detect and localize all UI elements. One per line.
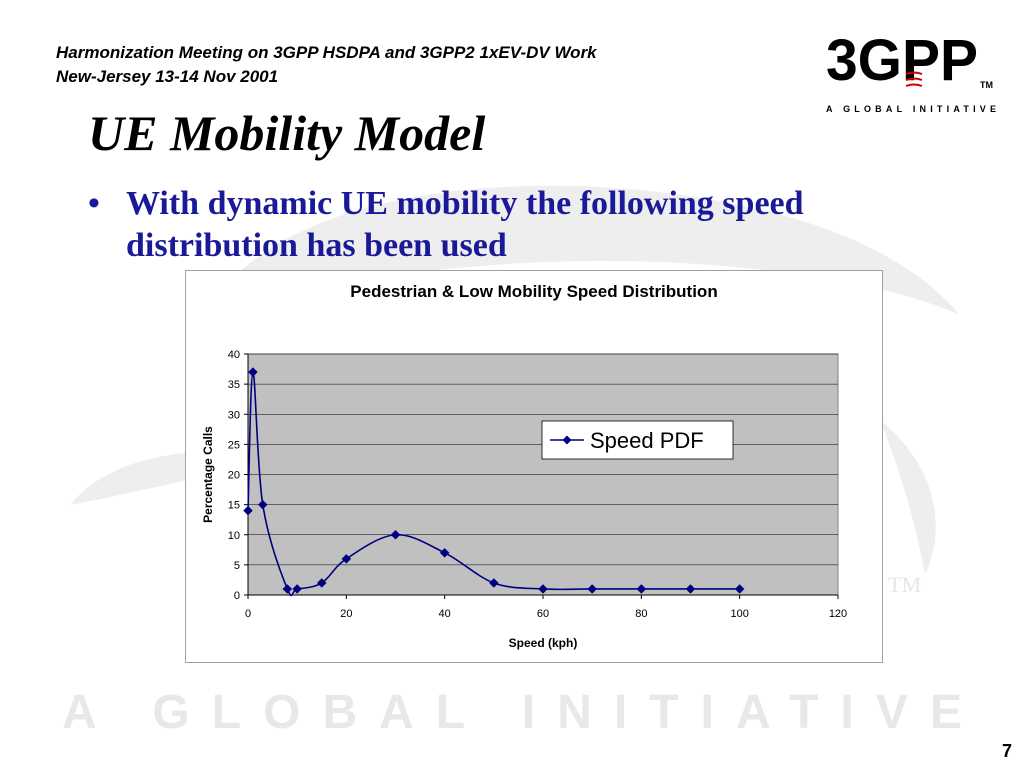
logo-trademark: TM	[980, 80, 993, 90]
x-tick-label-120: 120	[829, 608, 847, 620]
x-tick-label-40: 40	[439, 608, 451, 620]
x-tick-label-20: 20	[340, 608, 352, 620]
x-tick-label-60: 60	[537, 608, 549, 620]
chart-title: Pedestrian & Low Mobility Speed Distribu…	[350, 282, 717, 301]
page-number: 7	[1001, 741, 1012, 761]
y-tick-label-40: 40	[228, 349, 240, 361]
bullet-marker: •	[88, 185, 100, 222]
logo-wave-mark	[905, 71, 923, 87]
watermark-text: A GLOBAL INITIATIVE	[62, 686, 962, 739]
logo-tagline: A GLOBAL INITIATIVE	[826, 104, 996, 114]
data-point-40	[439, 547, 450, 558]
x-axis-label: Speed (kph)	[509, 636, 578, 650]
data-point-30	[390, 529, 401, 540]
data-point-20	[341, 553, 352, 564]
data-point-90	[685, 584, 696, 594]
y-tick-label-0: 0	[234, 590, 240, 602]
slide-title: UE Mobility Model	[88, 105, 486, 161]
y-axis-label: Percentage Calls	[201, 426, 215, 523]
data-point-1	[248, 367, 258, 377]
data-point-50	[488, 578, 499, 588]
data-point-70	[587, 584, 598, 594]
x-tick-label-100: 100	[730, 608, 748, 620]
3gpp-logo: 3GPP TM A GLOBAL INITIATIVE	[826, 28, 996, 114]
watermark-tm: TM	[888, 572, 921, 597]
y-tick-label-20: 20	[228, 470, 240, 482]
watermark-swoosh-upper	[195, 185, 960, 330]
legend-label: Speed PDF	[590, 428, 704, 453]
data-point-60	[538, 584, 548, 594]
data-point-10	[292, 584, 303, 594]
data-point-15	[316, 578, 327, 588]
x-tick-label-0: 0	[245, 608, 251, 620]
y-tick-label-5: 5	[234, 560, 240, 572]
x-tick-label-80: 80	[635, 608, 647, 620]
data-point-3	[257, 499, 268, 510]
y-tick-label-10: 10	[228, 530, 240, 542]
speed-distribution-chart: Pedestrian & Low Mobility Speed Distribu…	[201, 282, 847, 650]
y-tick-label-35: 35	[228, 379, 240, 391]
meeting-location-date: New-Jersey 13-14 Nov 2001	[56, 67, 279, 86]
series-line-0	[247, 371, 740, 597]
legend-marker	[562, 435, 572, 445]
logo-wordmark: 3GPP	[826, 28, 978, 93]
bullet-item: • With dynamic UE mobility the following…	[88, 183, 968, 267]
y-tick-label-15: 15	[228, 500, 240, 512]
data-point-100	[734, 584, 745, 594]
watermark-swoosh-right	[880, 420, 936, 575]
data-point-0	[243, 505, 253, 516]
chart-container: Pedestrian & Low Mobility Speed Distribu…	[185, 270, 883, 663]
data-point-80	[636, 584, 647, 594]
y-tick-label-25: 25	[228, 439, 240, 451]
meeting-title: Harmonization Meeting on 3GPP HSDPA and …	[56, 43, 597, 62]
y-tick-label-30: 30	[228, 409, 240, 421]
bullet-text: With dynamic UE mobility the following s…	[126, 185, 804, 264]
data-point-8	[282, 584, 293, 594]
